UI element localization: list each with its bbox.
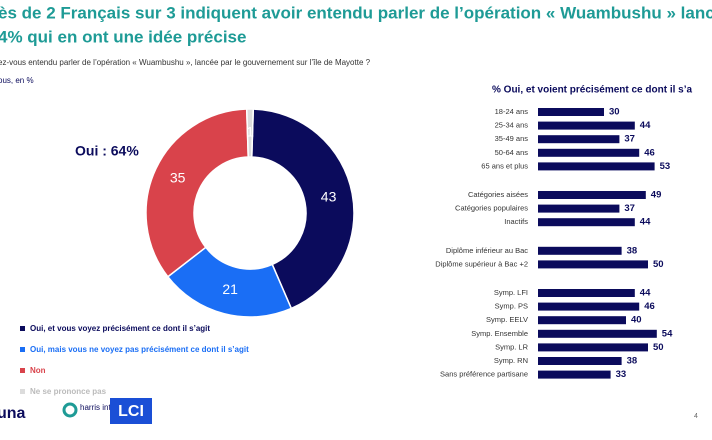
bar bbox=[538, 108, 604, 116]
legend-swatch bbox=[20, 347, 25, 352]
legend-swatch bbox=[20, 326, 25, 331]
logo: harris interactive bbox=[80, 403, 139, 412]
slice-label: 21 bbox=[222, 281, 238, 297]
page-number: 4 bbox=[694, 413, 698, 420]
bar-value: 44 bbox=[640, 120, 651, 131]
subtitle: ez-vous entendu parler de l’opération « … bbox=[0, 58, 371, 67]
bar-title: % Oui, et voient précisément ce dont il … bbox=[492, 85, 692, 96]
bar bbox=[538, 302, 640, 311]
bar-category: 65 ans et plus bbox=[481, 161, 528, 170]
bar-category: Inactifs bbox=[504, 217, 528, 226]
bar bbox=[538, 218, 635, 227]
bar bbox=[538, 357, 622, 365]
bar-value: 50 bbox=[653, 259, 664, 270]
bar bbox=[538, 343, 648, 352]
pie-annotation: Oui : 64% bbox=[75, 143, 139, 159]
bar-value: 53 bbox=[660, 161, 671, 172]
bar bbox=[538, 289, 635, 297]
bar bbox=[538, 246, 622, 255]
bar-value: 40 bbox=[631, 315, 642, 326]
bar-category: Symp. LFI bbox=[494, 288, 528, 297]
bar bbox=[538, 162, 655, 171]
bar-category: Diplôme supérieur à Bac +2 bbox=[435, 259, 528, 268]
bar-value: 54 bbox=[662, 328, 673, 339]
bar-category: 18-24 ans bbox=[495, 107, 529, 116]
donut-slice bbox=[166, 246, 293, 318]
bar-value: 37 bbox=[624, 203, 635, 214]
logo: LCI bbox=[118, 403, 144, 420]
title-line: ès de 2 Français sur 3 indiquent avoir e… bbox=[0, 3, 712, 22]
bar-category: Symp. LR bbox=[495, 342, 529, 351]
bar bbox=[538, 316, 626, 325]
subtitle: ous, en % bbox=[0, 76, 34, 85]
bar bbox=[538, 329, 657, 338]
bar-value: 37 bbox=[624, 134, 635, 145]
logo: una bbox=[0, 405, 26, 422]
bar-category: Catégories aisées bbox=[468, 190, 528, 199]
donut-slice bbox=[250, 108, 355, 310]
bar-category: Symp. Ensemble bbox=[471, 329, 528, 338]
bar-value: 46 bbox=[644, 147, 655, 158]
bar bbox=[538, 121, 635, 130]
slice-label: 43 bbox=[321, 189, 337, 205]
legend-label: Oui, mais vous ne voyez pas précisément … bbox=[30, 345, 249, 354]
bar-category: Symp. EELV bbox=[486, 315, 528, 324]
legend-label: Ne se prononce pas bbox=[30, 387, 107, 396]
bar-category: Catégories populaires bbox=[455, 204, 528, 213]
donut-slice bbox=[245, 108, 255, 158]
legend-swatch bbox=[20, 389, 25, 394]
slice-label: 35 bbox=[170, 170, 186, 186]
bar-category: Symp. RN bbox=[494, 356, 528, 365]
bar bbox=[538, 148, 640, 157]
donut-slice bbox=[145, 108, 250, 278]
bar-value: 30 bbox=[609, 107, 620, 118]
bar bbox=[538, 191, 646, 199]
bar-value: 33 bbox=[616, 369, 627, 380]
bar-value: 44 bbox=[640, 217, 651, 228]
legend-label: Oui, et vous voyez précisément ce dont i… bbox=[30, 324, 210, 333]
bar-value: 50 bbox=[653, 342, 664, 353]
bar-category: 50-64 ans bbox=[495, 148, 529, 157]
legend-label: Non bbox=[30, 366, 46, 375]
bar-value: 38 bbox=[627, 245, 638, 256]
bar-value: 38 bbox=[627, 356, 638, 367]
bar bbox=[538, 135, 620, 144]
bar-category: Symp. PS bbox=[495, 302, 528, 311]
bar-value: 46 bbox=[644, 301, 655, 312]
legend-swatch bbox=[20, 368, 25, 373]
bar-category: 35-49 ans bbox=[495, 134, 529, 143]
bar bbox=[538, 260, 648, 269]
bar-category: 25-34 ans bbox=[495, 121, 529, 130]
bar bbox=[538, 204, 620, 213]
bar-category: Diplôme inférieur au Bac bbox=[446, 246, 528, 255]
slice-label: 1 bbox=[246, 124, 254, 140]
title-line: 4% qui en ont une idée précise bbox=[0, 27, 246, 46]
bar-category: Sans préférence partisane bbox=[440, 370, 528, 379]
logo-box bbox=[110, 398, 152, 424]
bar-value: 44 bbox=[640, 288, 651, 299]
bar-value: 49 bbox=[651, 190, 662, 201]
logo-mark bbox=[62, 402, 78, 418]
bar bbox=[538, 370, 611, 379]
